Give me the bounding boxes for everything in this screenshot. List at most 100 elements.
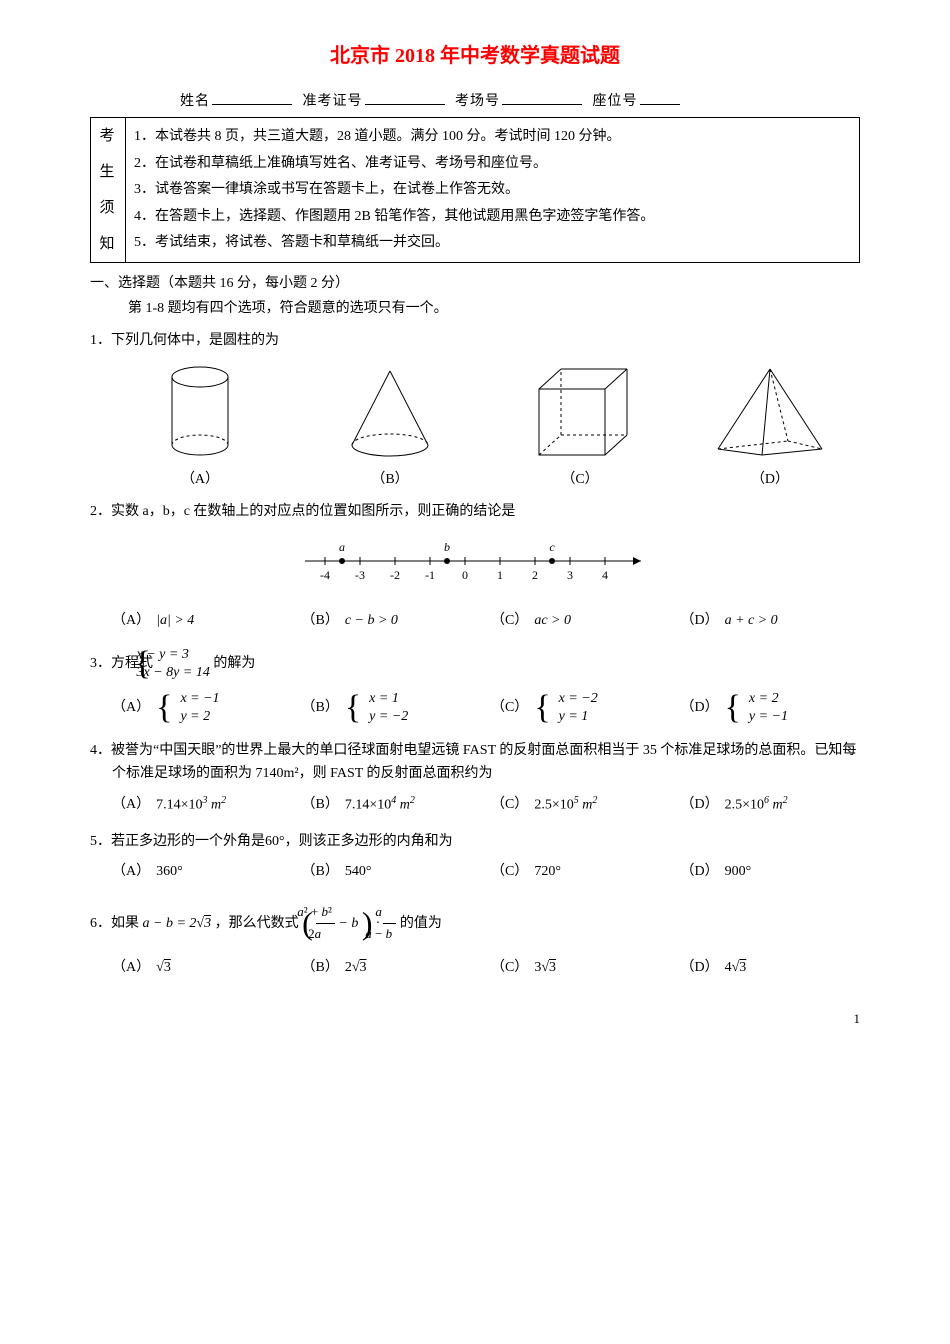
opt-label: （A） (112, 610, 150, 632)
q5-opt-b: （B）540° (301, 861, 481, 883)
opt-unit: m (396, 798, 410, 813)
svg-text:3: 3 (567, 568, 573, 582)
q3-opt-d: （D）{x = 2y = −1 (680, 690, 860, 726)
opt-l1: x = 2 (749, 690, 788, 708)
q3-post: 的解为 (213, 656, 255, 671)
q6-mid: ，那么代数式 (215, 916, 303, 931)
notice-box: 考 生 须 知 1．本试卷共 8 页，共三道大题，28 道小题。满分 100 分… (90, 117, 860, 263)
question-3: 3．方程式 {x − y = 33x − 8y = 14 的解为 (90, 646, 860, 682)
q1-label-b: （B） (300, 469, 480, 491)
opt-val: 3 (360, 960, 367, 975)
opt-l2: y = 2 (180, 708, 219, 726)
opt-label: （B） (301, 861, 338, 883)
opt-label: （C） (491, 697, 528, 719)
q2-opt-d: （D） a + c > 0 (680, 610, 860, 632)
svg-text:1: 1 (497, 568, 503, 582)
q1-label-d: （D） (680, 469, 860, 491)
q3-options: （A）{x = −1y = 2 （B）{x = 1y = −2 （C）{x = … (112, 690, 860, 726)
opt-label: （D） (680, 957, 718, 979)
q3-opt-c: （C）{x = −2y = 1 (491, 690, 671, 726)
q5-post: ，则该正多边形的内角和为 (285, 834, 453, 849)
q2-opt-a: （A）|a| > 4 (112, 610, 292, 632)
opt-label: （A） (112, 861, 150, 883)
svg-text:2: 2 (532, 568, 538, 582)
q4-opt-a: （A）7.14×103 m2 (112, 793, 292, 817)
svg-text:-1: -1 (425, 568, 435, 582)
seat-blank (640, 90, 680, 105)
svg-text:a: a (339, 540, 345, 554)
opt-math: ac > 0 (534, 610, 571, 632)
q4-options: （A）7.14×103 m2 （B）7.14×104 m2 （C）2.5×105… (112, 793, 860, 817)
identity-row: 姓名 准考证号 考场号 座位号 (180, 90, 860, 113)
q6-opt-c: （C）3√3 (491, 957, 671, 979)
q4-opt-d: （D）2.5×106 m2 (680, 793, 860, 817)
opt-unit2: 2 (783, 795, 788, 806)
q2-options: （A）|a| > 4 （B）c − b > 0 （C） ac > 0 （D） a +… (112, 610, 860, 632)
opt-l2: y = −1 (749, 708, 788, 726)
opt-label: （C） (491, 610, 528, 632)
question-2: 2．实数 a，b，c 在数轴上的对应点的位置如图所示，则正确的结论是 (90, 501, 860, 523)
question-4: 4．被誉为“中国天眼”的世界上最大的单口径球面射电望远镜 FAST 的反射面总面… (90, 740, 860, 785)
q4-opt-c: （C）2.5×105 m2 (491, 793, 671, 817)
page-title: 北京市 2018 年中考数学真题试题 (90, 40, 860, 72)
svg-text:c: c (549, 540, 555, 554)
q3-eq1: x − y = 3 (159, 646, 210, 664)
question-1: 1．下列几何体中，是圆柱的为 (90, 330, 860, 352)
opt-math: c − b > 0 (345, 610, 398, 632)
shape-cylinder: （A） (110, 363, 290, 491)
opt-label: （A） (112, 794, 150, 816)
shape-cube: （C） (490, 363, 670, 491)
number-line: -4 -3 -2 -1 0 1 2 3 4 a b c (90, 537, 860, 591)
q2-text: 2．实数 a，b，c 在数轴上的对应点的位置如图所示，则正确的结论是 (90, 504, 515, 519)
opt-val: 3 (164, 960, 171, 975)
cone-icon (340, 363, 440, 463)
opt-label: （D） (680, 610, 718, 632)
shape-pyramid: （D） (680, 363, 860, 491)
number-line-svg: -4 -3 -2 -1 0 1 2 3 4 a b c (295, 537, 655, 583)
name-label: 姓名 (180, 94, 210, 109)
q5-opt-a: （A）360° (112, 861, 292, 883)
question-5: 5．若正多边形的一个外角是60°，则该正多边形的内角和为 (90, 831, 860, 853)
q3-opt-a: （A）{x = −1y = 2 (112, 690, 292, 726)
opt-label: （A） (112, 697, 150, 719)
opt-math: a + c > 0 (725, 610, 778, 632)
opt-label: （D） (680, 794, 718, 816)
q5-angle: 60° (265, 834, 285, 849)
opt-coef: 3 (534, 960, 541, 975)
opt-val: 3 (739, 960, 746, 975)
opt-label: （D） (680, 697, 718, 719)
q5-pre: 5．若正多边形的一个外角是 (90, 834, 265, 849)
opt-label: （C） (491, 957, 528, 979)
admission-blank (365, 90, 445, 105)
q2-opt-b: （B）c − b > 0 (301, 610, 481, 632)
q6-pre: 6．如果 (90, 916, 143, 931)
room-label: 考场号 (455, 94, 500, 109)
opt-label: （C） (491, 794, 528, 816)
notice-item: 5．考试结束，将试卷、答题卡和草稿纸一并交回。 (134, 230, 851, 256)
q4-opt-b: （B）7.14×104 m2 (301, 793, 481, 817)
opt-unit2: 2 (592, 795, 597, 806)
opt-unit2: 2 (221, 795, 226, 806)
opt-val: 3 (549, 960, 556, 975)
opt-val: 7.14×10 (345, 798, 391, 813)
question-6: 6．如果 a − b = 2√3 ，那么代数式 ( a² + b²2a − b … (90, 898, 860, 949)
q1-shapes: （A） （B） （C） (110, 363, 860, 491)
q2-opt-c: （C） ac > 0 (491, 610, 671, 632)
q3-opt-b: （B）{x = 1y = −2 (301, 690, 481, 726)
svg-text:0: 0 (462, 568, 468, 582)
pyramid-icon (710, 363, 830, 463)
notice-item: 3．试卷答案一律填涂或书写在答题卡上，在试卷上作答无效。 (134, 177, 851, 203)
opt-l1: x = −1 (180, 690, 219, 708)
cube-icon (525, 363, 635, 463)
shape-cone: （B） (300, 363, 480, 491)
opt-label: （D） (680, 861, 718, 883)
q1-label-c: （C） (490, 469, 670, 491)
seat-label: 座位号 (593, 94, 638, 109)
opt-l1: x = −2 (559, 690, 598, 708)
opt-val: 2.5×10 (725, 798, 764, 813)
opt-val: 7.14×10 (156, 798, 202, 813)
opt-l2: y = 1 (559, 708, 598, 726)
opt-label: （B） (301, 794, 338, 816)
q6-opt-d: （D）4√3 (680, 957, 860, 979)
q6-post: 的值为 (400, 916, 442, 931)
